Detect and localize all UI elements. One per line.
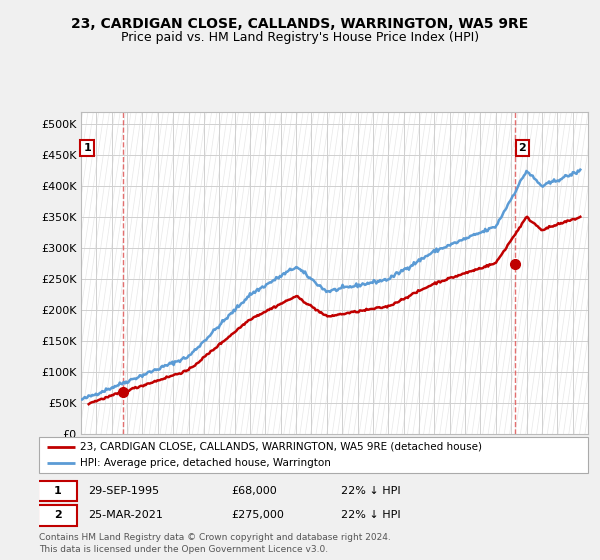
Text: 22% ↓ HPI: 22% ↓ HPI bbox=[341, 510, 401, 520]
FancyBboxPatch shape bbox=[39, 437, 588, 473]
Text: £275,000: £275,000 bbox=[231, 510, 284, 520]
Text: Price paid vs. HM Land Registry's House Price Index (HPI): Price paid vs. HM Land Registry's House … bbox=[121, 31, 479, 44]
Text: £68,000: £68,000 bbox=[231, 486, 277, 496]
Text: Contains HM Land Registry data © Crown copyright and database right 2024.
This d: Contains HM Land Registry data © Crown c… bbox=[39, 533, 391, 554]
Text: 1: 1 bbox=[54, 486, 62, 496]
FancyBboxPatch shape bbox=[38, 505, 77, 526]
Text: 2: 2 bbox=[518, 143, 526, 153]
Text: HPI: Average price, detached house, Warrington: HPI: Average price, detached house, Warr… bbox=[80, 459, 331, 468]
Text: 2: 2 bbox=[54, 510, 62, 520]
Text: 22% ↓ HPI: 22% ↓ HPI bbox=[341, 486, 401, 496]
Text: 29-SEP-1995: 29-SEP-1995 bbox=[88, 486, 160, 496]
Text: 25-MAR-2021: 25-MAR-2021 bbox=[88, 510, 163, 520]
FancyBboxPatch shape bbox=[38, 481, 77, 501]
Text: 1: 1 bbox=[83, 143, 91, 153]
Text: 23, CARDIGAN CLOSE, CALLANDS, WARRINGTON, WA5 9RE (detached house): 23, CARDIGAN CLOSE, CALLANDS, WARRINGTON… bbox=[80, 442, 482, 451]
Text: 23, CARDIGAN CLOSE, CALLANDS, WARRINGTON, WA5 9RE: 23, CARDIGAN CLOSE, CALLANDS, WARRINGTON… bbox=[71, 17, 529, 31]
